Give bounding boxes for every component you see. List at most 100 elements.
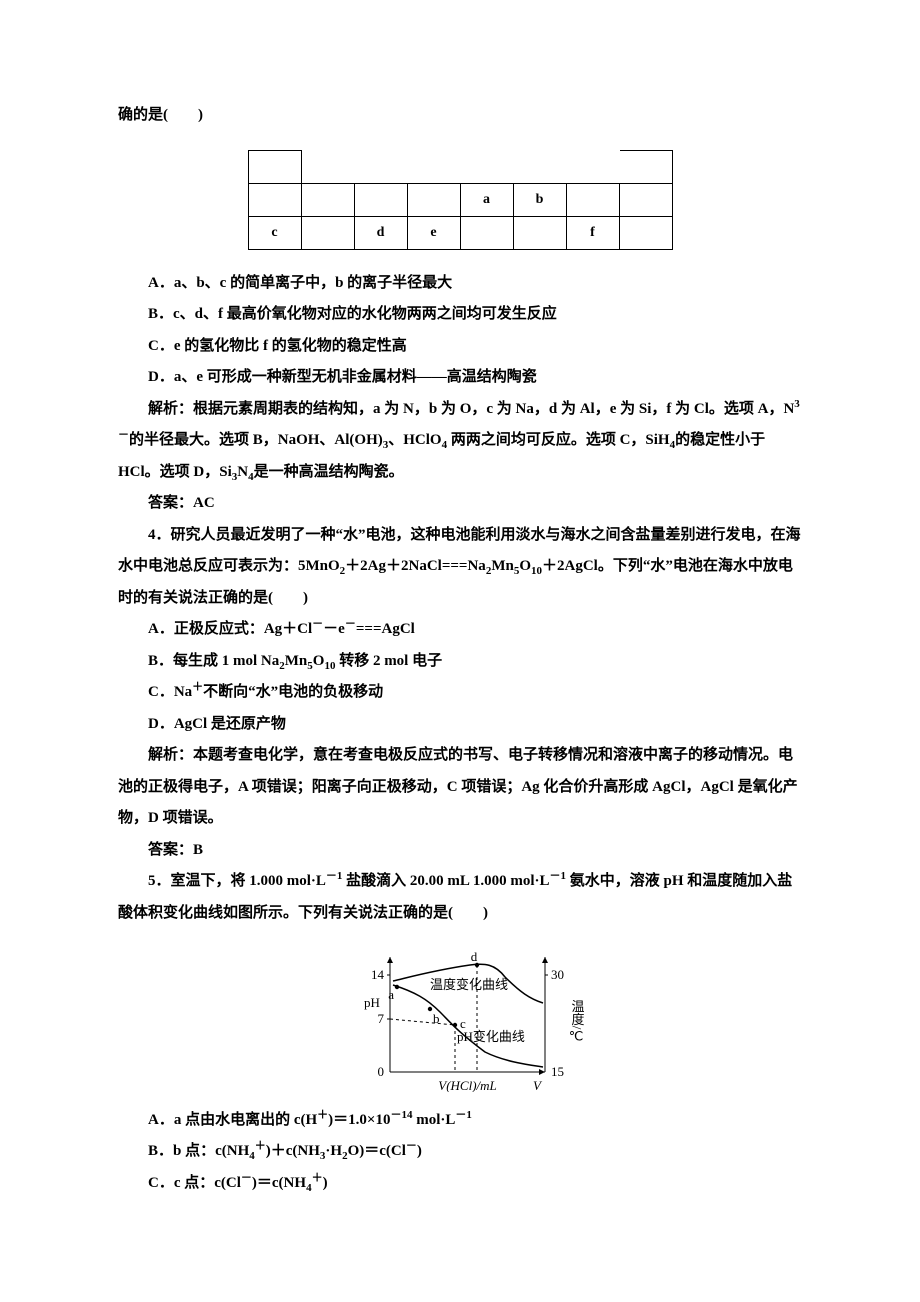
option-text: 不断向“水”电池的负极移动 [203, 684, 383, 700]
svg-text:pH变化曲线: pH变化曲线 [457, 1029, 525, 1044]
svg-text:0: 0 [378, 1064, 385, 1079]
answer-value: AC [193, 495, 215, 511]
pt-cell-a: a [460, 183, 513, 216]
q4-stem: 4．研究人员最近发明了一种“水”电池，这种电池能利用淡水与海水之间含盐量差别进行… [118, 520, 802, 615]
pt-cell-blank [513, 150, 566, 183]
option-text: A．正极反应式：Ag＋Cl [148, 621, 312, 637]
pt-cell-b: b [513, 183, 566, 216]
sup: － [241, 1172, 252, 1184]
pt-cell [248, 183, 301, 216]
svg-text:a: a [388, 987, 394, 1002]
q4-stem-text: O [519, 558, 531, 574]
pt-cell [301, 216, 354, 249]
q5-chart: 01571430abcd温度变化曲线pH变化曲线pH温度/℃V(HCl)/mLV [118, 937, 802, 1105]
option-text: )＋c(NH [266, 1143, 320, 1159]
q4-stem-text: ＋2Ag＋2NaCl===Na [345, 558, 486, 574]
sup: －1 [326, 870, 343, 882]
sup: －1 [550, 870, 567, 882]
option-text: ·H [325, 1143, 342, 1159]
q5-stem-text: 盐酸滴入 20.00 mL 1.000 mol·L [342, 873, 549, 889]
option-text: mol·L [412, 1112, 455, 1128]
option-text: O)＝c(Cl [348, 1143, 406, 1159]
analysis-text: 本题考查电化学，意在考查电极反应式的书写、电子转移情况和溶液中离子的移动情况。电… [118, 747, 798, 826]
pt-cell [460, 216, 513, 249]
q5-option-a: A．a 点由水电离出的 c(H＋)＝1.0×10－14 mol·L－1 [118, 1105, 802, 1137]
q5-option-b: B．b 点：c(NH4＋)＋c(NH3·H2O)＝c(Cl－) [118, 1136, 802, 1168]
pt-cell-blank [407, 150, 460, 183]
q5-option-c: C．c 点：c(Cl－)＝c(NH4＋) [118, 1168, 802, 1200]
pt-cell-d: d [354, 216, 407, 249]
pt-cell-blank [354, 183, 407, 216]
option-text: O [313, 653, 325, 669]
pt-cell [619, 150, 672, 183]
q4-option-b: B．每生成 1 mol Na2Mn5O10 转移 2 mol 电子 [118, 646, 802, 678]
q4-option-c: C．Na＋不断向“水”电池的负极移动 [118, 677, 802, 709]
analysis-text: 两两之间均可反应。选项 C，SiH [447, 432, 670, 448]
q4-stem-text: Mn [491, 558, 514, 574]
sup: － [406, 1140, 417, 1152]
option-text: )＝1.0×10 [328, 1112, 390, 1128]
svg-text:15: 15 [551, 1064, 564, 1079]
pt-cell [619, 216, 672, 249]
sub: 10 [531, 565, 542, 577]
q4-option-a: A．正极反应式：Ag＋Cl－－e－===AgCl [118, 614, 802, 646]
answer-label: 答案： [148, 842, 193, 858]
q3-option-a: A．a、b、c 的简单离子中，b 的离子半径最大 [118, 268, 802, 300]
analysis-text: 是一种高温结构陶瓷。 [254, 464, 404, 480]
option-text: C．c 点：c(Cl [148, 1175, 241, 1191]
pt-cell-f: f [566, 216, 619, 249]
sub: 10 [324, 660, 335, 672]
option-text: C．Na [148, 684, 192, 700]
analysis-text: 、HClO [388, 432, 441, 448]
q3-analysis-para: 解析：根据元素周期表的结构知，a 为 N，b 为 O，c 为 Na，d 为 Al… [118, 394, 802, 489]
q5-stem-text: 5．室温下，将 1.000 mol·L [148, 873, 326, 889]
svg-text:14: 14 [371, 967, 385, 982]
pt-cell-blank [301, 150, 354, 183]
q4-answer: 答案：B [118, 835, 802, 867]
svg-text:d: d [471, 949, 478, 964]
pt-cell [619, 183, 672, 216]
svg-text:pH: pH [364, 995, 380, 1010]
analysis-text: 的半径最大。选项 B，NaOH、Al(OH) [129, 432, 383, 448]
svg-text:温度变化曲线: 温度变化曲线 [430, 977, 508, 992]
option-text: B．每生成 1 mol Na [148, 653, 279, 669]
option-text: 转移 2 mol 电子 [335, 653, 442, 669]
option-text: ===AgCl [356, 621, 415, 637]
svg-text:30: 30 [551, 967, 564, 982]
analysis-label: 解析： [148, 747, 193, 763]
svg-text:b: b [433, 1011, 440, 1026]
pt-cell-e: e [407, 216, 460, 249]
q5-stem: 5．室温下，将 1.000 mol·L－1 盐酸滴入 20.00 mL 1.00… [118, 866, 802, 929]
titration-chart: 01571430abcd温度变化曲线pH变化曲线pH温度/℃V(HCl)/mLV [335, 937, 585, 1092]
answer-value: B [193, 842, 203, 858]
analysis-label: 解析： [148, 401, 193, 417]
pt-cell-blank [354, 150, 407, 183]
q3-option-d: D．a、e 可形成一种新型无机非金属材料——高温结构陶瓷 [118, 362, 802, 394]
q4-option-d: D．AgCl 是还原产物 [118, 709, 802, 741]
pt-cell-blank [460, 150, 513, 183]
option-text: ) [323, 1175, 328, 1191]
pt-cell-c: c [248, 216, 301, 249]
sup: ＋ [312, 1172, 323, 1184]
svg-text:温度/℃: 温度/℃ [569, 1000, 585, 1045]
pt-cell [301, 183, 354, 216]
option-text: Mn [285, 653, 308, 669]
sup: ＋ [192, 681, 203, 693]
pt-cell [566, 183, 619, 216]
q3-answer: 答案：AC [118, 488, 802, 520]
sup: －14 [390, 1109, 412, 1121]
analysis-text: N [237, 464, 248, 480]
option-text: B．b 点：c(NH [148, 1143, 249, 1159]
option-text: )＝c(NH [252, 1175, 306, 1191]
pt-cell [407, 183, 460, 216]
sup: － [345, 618, 356, 630]
pt-cell [248, 150, 301, 183]
sup: ＋ [317, 1109, 328, 1121]
q3-option-b: B．c、d、f 最高价氧化物对应的水化物两两之间均可发生反应 [118, 299, 802, 331]
pt-cell [513, 216, 566, 249]
answer-label: 答案： [148, 495, 193, 511]
sup: ＋ [255, 1140, 266, 1152]
q3-option-c: C．e 的氢化物比 f 的氢化物的稳定性高 [118, 331, 802, 363]
svg-text:7: 7 [378, 1011, 385, 1026]
sup: － [312, 618, 323, 630]
